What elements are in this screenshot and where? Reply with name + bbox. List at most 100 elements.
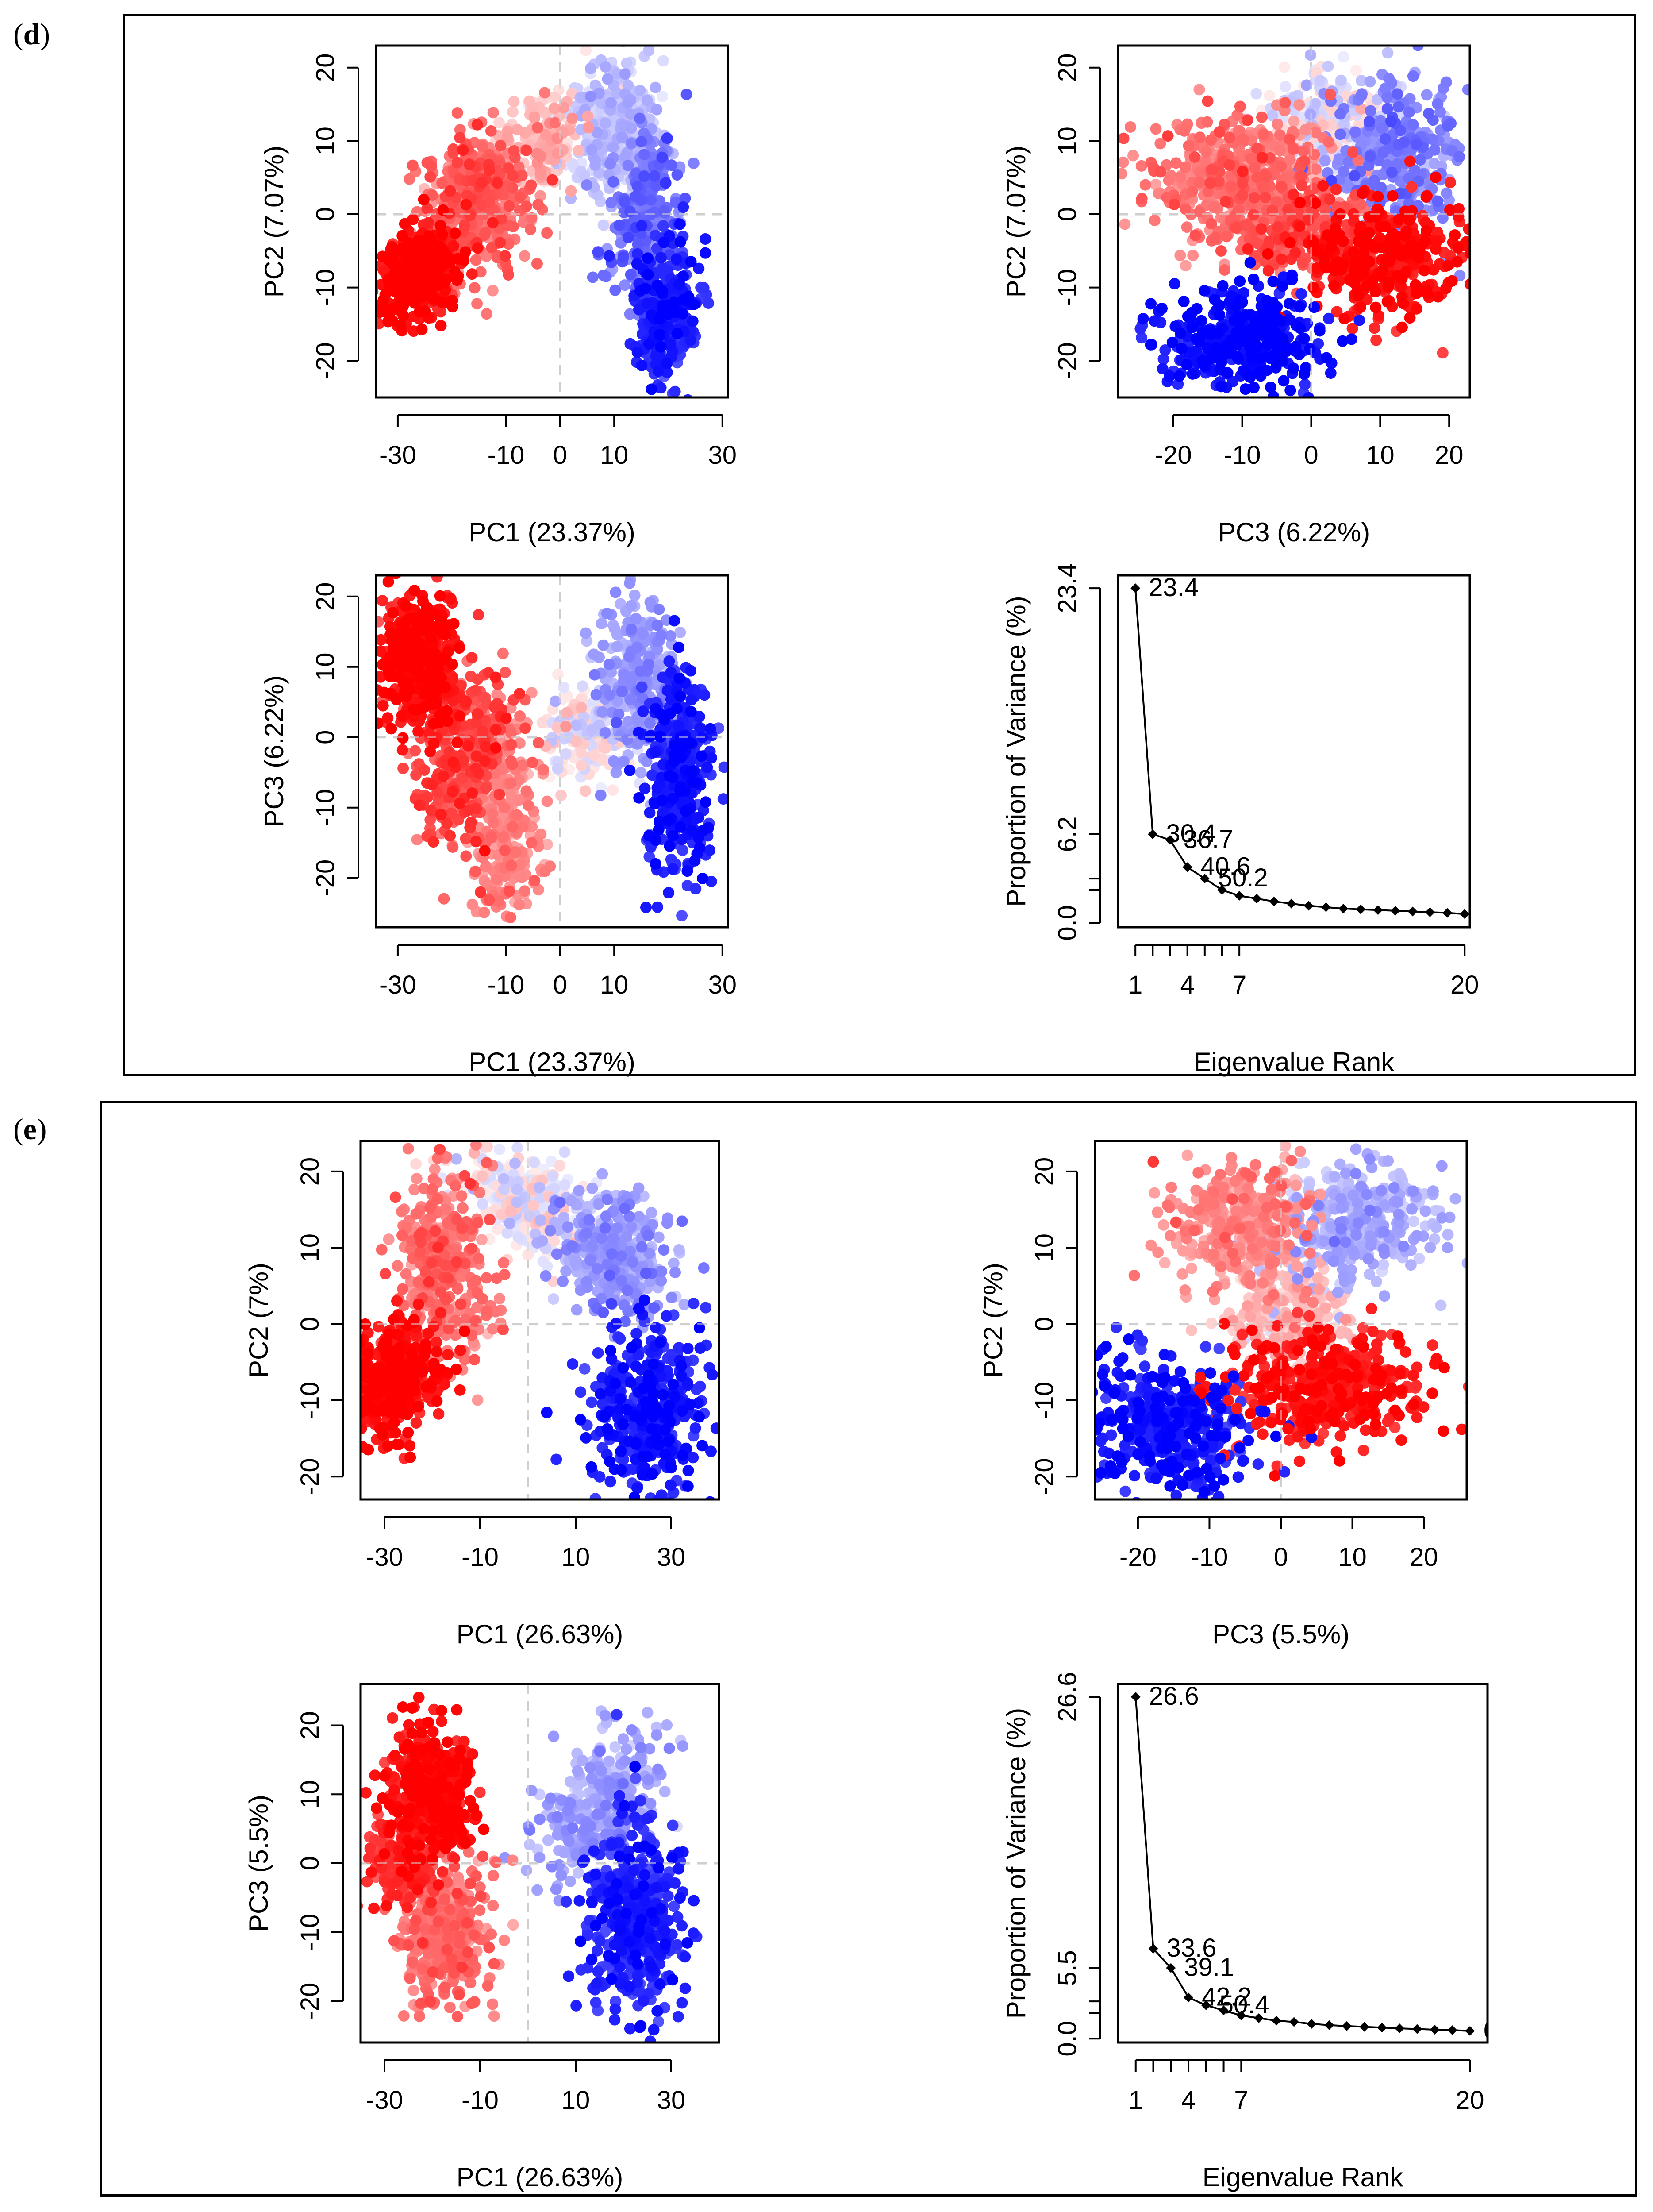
scatter-point xyxy=(510,846,522,858)
scatter-point xyxy=(494,777,506,789)
scatter-point xyxy=(1209,231,1221,243)
scatter-point xyxy=(1348,246,1360,258)
scatter-point xyxy=(487,285,499,297)
scatter-point xyxy=(1380,254,1392,266)
scatter-point xyxy=(1371,94,1383,106)
scatter-point xyxy=(1308,301,1320,313)
scatter-point xyxy=(657,220,669,232)
x-tick-label: 0 xyxy=(553,441,567,470)
scatter-point xyxy=(1237,133,1249,145)
scatter-point xyxy=(662,403,673,414)
scatter-point xyxy=(524,224,536,235)
scatter-point xyxy=(1319,204,1331,216)
scatter-point xyxy=(577,92,588,104)
scatter-point xyxy=(1304,343,1316,355)
scatter-point xyxy=(576,760,588,772)
scatter-point xyxy=(1356,75,1368,87)
scatter-point xyxy=(1174,327,1186,339)
scatter-point xyxy=(636,220,648,232)
scatter-point xyxy=(516,821,528,833)
scatter-point xyxy=(1264,304,1276,316)
scatter-point xyxy=(1293,207,1305,219)
y-tick-label: 10 xyxy=(1053,127,1082,155)
scatter-point xyxy=(477,140,488,152)
scatter-point xyxy=(411,834,423,846)
scatter-point xyxy=(1323,136,1335,148)
scatter-point xyxy=(1213,176,1225,188)
scatter-point xyxy=(484,164,496,176)
scatter-point xyxy=(1419,216,1431,228)
panel-e-label: (e) xyxy=(13,1112,47,1146)
scatter-point xyxy=(688,157,700,169)
scatter-point xyxy=(650,81,661,93)
scatter-point xyxy=(1169,199,1180,211)
scatter-point xyxy=(651,619,663,631)
scatter-point xyxy=(525,179,537,191)
scatter-point xyxy=(649,170,661,182)
scatter-point xyxy=(541,795,553,807)
scatter-point xyxy=(1383,281,1395,293)
scatter-point xyxy=(1428,158,1440,170)
scatter-point xyxy=(1404,155,1416,167)
scatter-point xyxy=(580,46,592,56)
scatter-point xyxy=(1189,151,1201,163)
scatter-point xyxy=(1210,342,1222,354)
scatter-point xyxy=(550,695,561,707)
scatter-point xyxy=(597,639,609,651)
scatter-point xyxy=(1280,345,1292,357)
scatter-point xyxy=(1295,170,1307,182)
scatter-point xyxy=(1284,154,1296,166)
scatter-point xyxy=(526,212,538,224)
scatter-point xyxy=(1287,143,1299,155)
scatter-point xyxy=(607,141,619,153)
scatter-point xyxy=(698,282,710,294)
y-tick-label: -20 xyxy=(311,342,340,379)
scatter-point xyxy=(1146,339,1157,351)
scatter-point xyxy=(619,196,630,208)
scatter-point xyxy=(597,219,609,231)
scatter-point xyxy=(1355,90,1367,102)
scatter-point xyxy=(1377,31,1389,42)
scatter-point xyxy=(1394,271,1406,283)
scatter-point xyxy=(460,850,472,862)
scatter-point xyxy=(480,782,492,794)
scatter-point xyxy=(1322,312,1334,324)
scatter-point xyxy=(1208,351,1220,363)
scatter-point xyxy=(398,291,410,303)
scatter-point xyxy=(1370,334,1382,346)
x-tick-label: -20 xyxy=(1155,441,1192,470)
scatter-point xyxy=(1326,175,1338,187)
scatter-point xyxy=(541,839,553,851)
scatter-point xyxy=(437,204,449,216)
scatter-point xyxy=(519,722,531,734)
scatter-point xyxy=(1283,297,1295,309)
scatter-point xyxy=(1337,335,1349,347)
scatter-point xyxy=(1412,46,1424,51)
scatter-point xyxy=(410,769,422,781)
scatter-point xyxy=(601,607,613,619)
scatter-point xyxy=(1157,353,1169,365)
scatter-point xyxy=(1317,249,1329,261)
scatter-point xyxy=(507,182,519,194)
scatter-point xyxy=(1365,239,1377,251)
scatter-point xyxy=(589,154,601,166)
scatter-point xyxy=(1102,161,1114,173)
scatter-point xyxy=(552,668,564,680)
scatter-point xyxy=(1257,182,1269,194)
scatter-point xyxy=(1333,153,1345,165)
scatter-point xyxy=(604,689,616,701)
scatter-point xyxy=(541,227,553,239)
scatter-point xyxy=(616,131,628,143)
scatter-point xyxy=(1101,167,1113,179)
scatter-point xyxy=(492,895,504,907)
scatter-point xyxy=(566,112,578,124)
scatter-point xyxy=(638,170,650,182)
scatter-point xyxy=(531,258,543,270)
scatter-point xyxy=(583,122,595,134)
scatter-point xyxy=(1282,204,1294,216)
scatter-point xyxy=(1432,98,1444,110)
scatter-point xyxy=(432,252,444,264)
scatter-point xyxy=(643,338,655,350)
scatter-point xyxy=(1415,154,1426,166)
scatter-point xyxy=(507,821,519,833)
